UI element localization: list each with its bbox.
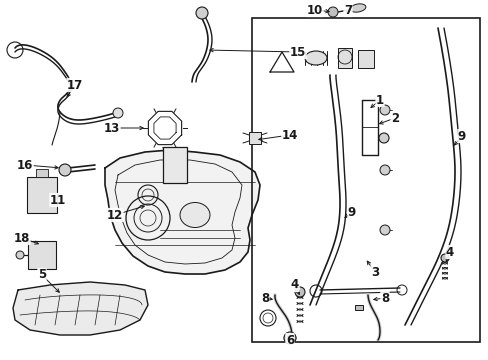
Text: 3: 3 [370,266,378,279]
Text: 17: 17 [67,78,83,91]
Polygon shape [13,282,148,335]
Text: 9: 9 [347,206,355,219]
Text: 5: 5 [38,269,46,282]
Text: 4: 4 [290,279,299,292]
Bar [337,48,351,68]
Circle shape [59,164,71,176]
Text: 13: 13 [103,122,120,135]
Circle shape [379,165,389,175]
Text: 12: 12 [107,208,123,221]
Bar [28,241,56,269]
Text: 8: 8 [260,292,268,305]
Bar [357,50,373,68]
Text: 18: 18 [14,231,30,244]
Text: 6: 6 [285,333,293,346]
Bar [248,132,261,144]
Circle shape [196,7,207,19]
Text: 4: 4 [445,246,453,258]
Polygon shape [105,150,260,274]
Text: 2: 2 [390,112,398,125]
Text: 9: 9 [457,130,465,143]
Text: 15: 15 [289,45,305,59]
Bar [27,177,57,213]
Bar [163,147,186,183]
Bar [251,18,479,342]
Text: 7: 7 [343,4,351,17]
Circle shape [294,287,305,297]
Circle shape [327,7,337,17]
Bar [354,305,362,310]
Ellipse shape [349,4,365,12]
Text: 14: 14 [281,129,298,141]
Circle shape [440,254,448,262]
Circle shape [284,332,295,344]
Bar [36,169,48,177]
Text: 11: 11 [50,194,66,207]
Circle shape [379,105,389,115]
Text: 16: 16 [17,158,33,171]
Text: 10: 10 [306,4,323,17]
Text: 8: 8 [380,292,388,305]
Circle shape [378,133,388,143]
Ellipse shape [305,51,326,65]
Circle shape [113,108,123,118]
Ellipse shape [180,202,209,228]
Circle shape [379,225,389,235]
Circle shape [16,251,24,259]
Text: 1: 1 [375,94,383,107]
